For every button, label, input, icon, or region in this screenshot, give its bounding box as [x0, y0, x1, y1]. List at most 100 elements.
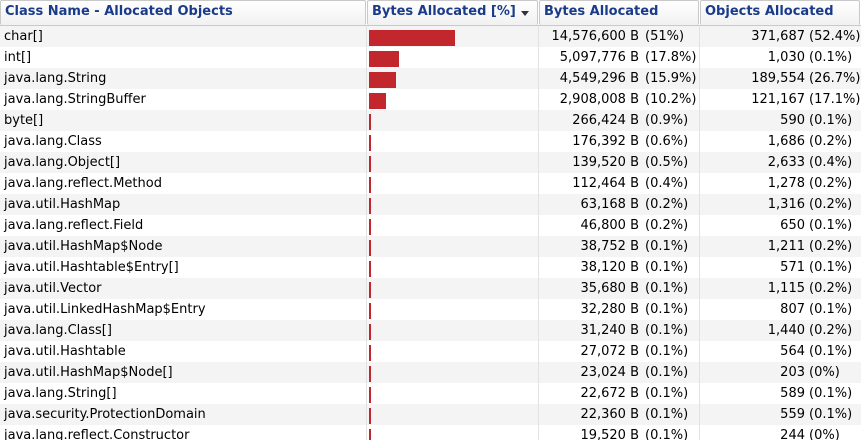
bytes-value: 35,680 B [580, 281, 639, 296]
class-name: java.lang.reflect.Field [4, 218, 144, 233]
bytes-value: 139,520 B [572, 155, 639, 170]
table-row[interactable]: java.security.ProtectionDomain 22,360 B (0… [0, 404, 861, 425]
objects-value: 1,316 [767, 197, 805, 212]
table-row[interactable]: java.lang.reflect.Constructor 19,520 B (0.… [0, 425, 861, 440]
objects-percent: (0.1%) [809, 344, 853, 359]
objects-percent: (0.1%) [809, 407, 853, 422]
bytes-value: 27,072 B [580, 344, 639, 359]
table-row[interactable]: int[] 5,097,776 B (17.8%) 1,030 (0.1%) [0, 47, 861, 68]
class-name-cell: char[] [0, 26, 367, 47]
objects-value: 559 [780, 407, 805, 422]
objects-cell: 1,316 (0.2%) [700, 194, 861, 215]
objects-value: 244 [780, 428, 805, 440]
class-name: java.util.HashMap$Node[] [4, 365, 173, 380]
bytes-cell: 27,072 B (0.1%) [539, 341, 700, 362]
table-row[interactable]: byte[] 266,424 B (0.9%) 590 (0.1%) [0, 110, 861, 131]
bytes-pct-bar [369, 282, 371, 298]
bytes-pct-cell [367, 341, 539, 362]
class-name: java.lang.reflect.Constructor [4, 428, 190, 440]
column-header-bytes[interactable]: Bytes Allocated [539, 0, 699, 25]
bytes-value: 4,549,296 B [559, 71, 639, 86]
table-row[interactable]: java.lang.Class 176,392 B (0.6%) 1,686 (0.2%… [0, 131, 861, 152]
table-body: char[] 14,576,600 B (51%) 371,687 (52.4%) int… [0, 26, 861, 440]
objects-value: 571 [780, 260, 805, 275]
bytes-cell: 63,168 B (0.2%) [539, 194, 700, 215]
objects-cell: 590 (0.1%) [700, 110, 861, 131]
bytes-pct-cell [367, 299, 539, 320]
bytes-pct-bar [369, 72, 396, 88]
class-name-cell: java.lang.Class [0, 131, 367, 152]
bytes-pct-cell [367, 152, 539, 173]
bytes-pct-bar [369, 30, 455, 46]
table-row[interactable]: java.util.Hashtable 27,072 B (0.1%) 564 (0.1… [0, 341, 861, 362]
bytes-pct-cell [367, 404, 539, 425]
column-header-objects[interactable]: Objects Allocated [700, 0, 860, 25]
bytes-pct-bar [369, 366, 371, 382]
bytes-cell: 31,240 B (0.1%) [539, 320, 700, 341]
bytes-pct-bar [369, 324, 371, 340]
bytes-pct-bar [369, 303, 371, 319]
objects-percent: (0.1%) [809, 260, 853, 275]
class-name-cell: java.lang.reflect.Method [0, 173, 367, 194]
bytes-pct-bar [369, 345, 371, 361]
bytes-pct-cell [367, 89, 539, 110]
table-row[interactable]: java.util.LinkedHashMap$Entry 32,280 B (0.… [0, 299, 861, 320]
table-row[interactable]: java.util.HashMap 63,168 B (0.2%) 1,316 (0.2… [0, 194, 861, 215]
objects-percent: (0.2%) [809, 134, 853, 149]
table-row[interactable]: java.lang.StringBuffer 2,908,008 B (10.2%)… [0, 89, 861, 110]
class-name-cell: java.util.HashMap [0, 194, 367, 215]
objects-cell: 571 (0.1%) [700, 257, 861, 278]
column-header-label: Objects Allocated [705, 4, 834, 19]
objects-percent: (0%) [809, 428, 840, 440]
class-name: java.util.HashMap$Node [4, 239, 163, 254]
class-name-cell: java.util.HashMap$Node [0, 236, 367, 257]
objects-percent: (0.2%) [809, 281, 853, 296]
bytes-pct-cell [367, 47, 539, 68]
objects-percent: (0.4%) [809, 155, 853, 170]
table-row[interactable]: java.util.HashMap$Node 38,752 B (0.1%) 1,21… [0, 236, 861, 257]
column-header-class-name[interactable]: Class Name - Allocated Objects [0, 0, 366, 25]
table-row[interactable]: char[] 14,576,600 B (51%) 371,687 (52.4%) [0, 26, 861, 47]
objects-percent: (0.1%) [809, 50, 853, 65]
bytes-percent: (10.2%) [645, 92, 697, 107]
bytes-pct-bar [369, 387, 371, 403]
bytes-cell: 32,280 B (0.1%) [539, 299, 700, 320]
bytes-value: 32,280 B [580, 302, 639, 317]
objects-cell: 589 (0.1%) [700, 383, 861, 404]
column-header-label: Bytes Allocated [544, 4, 659, 19]
bytes-percent: (15.9%) [645, 71, 697, 86]
objects-value: 1,211 [767, 239, 805, 254]
table-row[interactable]: java.util.Vector 35,680 B (0.1%) 1,115 (0.2%… [0, 278, 861, 299]
table-row[interactable]: java.lang.String[] 22,672 B (0.1%) 589 (0.1%… [0, 383, 861, 404]
table-row[interactable]: java.util.HashMap$Node[] 23,024 B (0.1%) 20… [0, 362, 861, 383]
bytes-cell: 2,908,008 B (10.2%) [539, 89, 700, 110]
class-name: java.lang.reflect.Method [4, 176, 162, 191]
column-header-bytes-pct[interactable]: Bytes Allocated [%] [367, 0, 538, 25]
table-row[interactable]: java.lang.Class[] 31,240 B (0.1%) 1,440 (0.2… [0, 320, 861, 341]
column-header-label: Bytes Allocated [%] [372, 4, 516, 19]
table-row[interactable]: java.lang.reflect.Field 46,800 B (0.2%) 650… [0, 215, 861, 236]
bytes-cell: 35,680 B (0.1%) [539, 278, 700, 299]
class-name: char[] [4, 29, 43, 44]
objects-percent: (0.1%) [809, 218, 853, 233]
bytes-percent: (0.5%) [645, 155, 689, 170]
bytes-percent: (0.1%) [645, 365, 689, 380]
bytes-pct-cell [367, 362, 539, 383]
table-row[interactable]: java.lang.Object[] 139,520 B (0.5%) 2,633 (0… [0, 152, 861, 173]
bytes-percent: (0.1%) [645, 386, 689, 401]
class-name: java.lang.Object[] [4, 155, 121, 170]
bytes-pct-cell [367, 383, 539, 404]
objects-percent: (26.7%) [809, 71, 861, 86]
table-row[interactable]: java.lang.String 4,549,296 B (15.9%) 189,55… [0, 68, 861, 89]
objects-value: 1,030 [767, 50, 805, 65]
bytes-percent: (17.8%) [645, 50, 697, 65]
table-row[interactable]: java.util.Hashtable$Entry[] 38,120 B (0.1%… [0, 257, 861, 278]
objects-value: 189,554 [751, 71, 805, 86]
objects-cell: 1,278 (0.2%) [700, 173, 861, 194]
objects-percent: (0.1%) [809, 386, 853, 401]
objects-cell: 189,554 (26.7%) [700, 68, 861, 89]
table-row[interactable]: java.lang.reflect.Method 112,464 B (0.4%) 1… [0, 173, 861, 194]
objects-value: 564 [780, 344, 805, 359]
objects-cell: 1,030 (0.1%) [700, 47, 861, 68]
bytes-value: 19,520 B [580, 428, 639, 440]
